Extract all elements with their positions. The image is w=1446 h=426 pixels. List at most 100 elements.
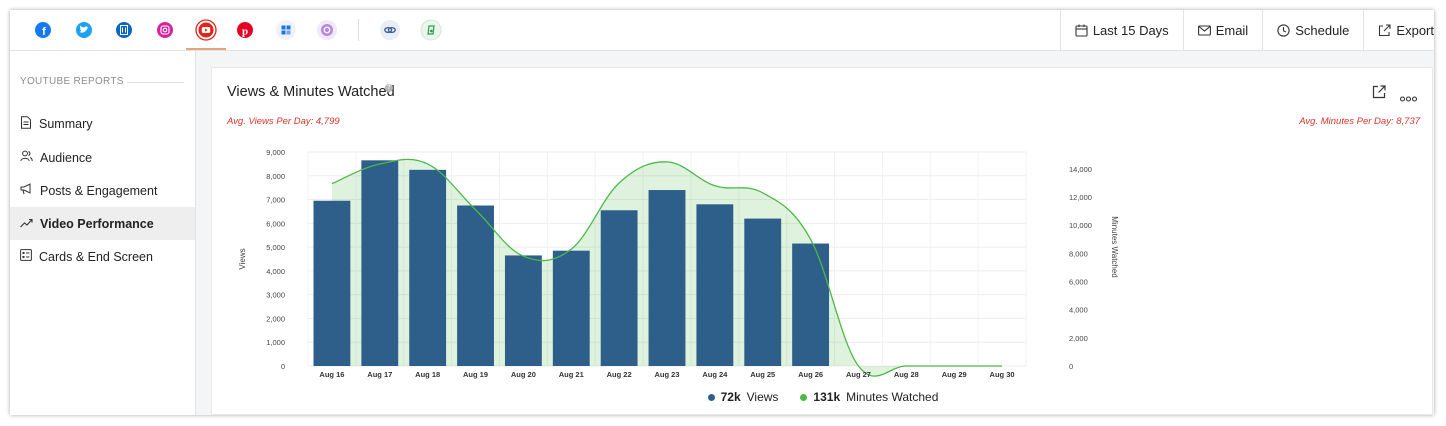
y-right-tick-label: 14,000 (1069, 165, 1092, 174)
svg-text:p: p (242, 26, 248, 38)
pinterest-icon[interactable]: p (234, 19, 256, 41)
x-tick-label: Aug 23 (654, 370, 679, 379)
open-external-icon[interactable] (1372, 85, 1386, 104)
sidebar-item-label: Summary (39, 116, 93, 131)
y-tick-label: 0 (281, 362, 285, 371)
cards-icon (20, 249, 32, 264)
schedule-button[interactable]: Schedule (1262, 10, 1363, 50)
y-right-tick-label: 8,000 (1069, 249, 1088, 258)
chart-legend: 72k Views 131k Minutes Watched (212, 390, 1434, 404)
y-tick-label: 9,000 (266, 148, 285, 157)
y-right-axis-title: Minutes Watched (1110, 216, 1119, 278)
selected-network-indicator (186, 48, 226, 50)
sidebar-item-video-performance[interactable]: Video Performance (10, 207, 195, 240)
views-minutes-card: Views & Minutes Watched ? Avg. Views Per… (211, 67, 1433, 415)
views-minutes-chart: 0 1,000 2,000 3,000 4,000 5,000 6,000 7,000 8,00… (238, 148, 1119, 379)
views-bar (313, 200, 351, 366)
views-bar (792, 243, 830, 366)
x-tick-label: Aug 16 (319, 370, 344, 379)
threads-icon[interactable] (316, 19, 338, 41)
minutes-legend-label: Minutes Watched (846, 390, 939, 404)
y-tick-label: 8,000 (266, 172, 285, 181)
link-icon[interactable] (379, 19, 401, 41)
top-bar: f p Last 15 Days Email Schedule (10, 10, 1434, 51)
x-tick-label: Aug 28 (894, 370, 919, 379)
minutes-total: 131k (813, 390, 841, 404)
youtube-icon[interactable] (195, 19, 217, 41)
app-window: f p Last 15 Days Email Schedule (10, 10, 1434, 415)
sidebar-item-summary[interactable]: Summary (10, 107, 195, 140)
x-tick-label: Aug 25 (750, 370, 775, 379)
y-tick-label: 2,000 (266, 314, 285, 323)
x-tick-label: Aug 17 (367, 370, 392, 379)
views-bar (409, 169, 447, 366)
sidebar-header-divider (127, 82, 184, 83)
email-label: Email (1215, 22, 1249, 38)
y-tick-label: 4,000 (266, 267, 285, 276)
google-business-icon[interactable] (275, 19, 297, 41)
linkedin-page-icon[interactable] (113, 19, 135, 41)
views-bar (600, 210, 638, 366)
help-icon[interactable]: ? (385, 84, 393, 92)
x-tick-label: Aug 27 (846, 370, 871, 379)
minutes-legend-dot (800, 393, 808, 401)
minutes-watched-line (331, 158, 1003, 377)
y-tick-label: 6,000 (266, 219, 285, 228)
email-button[interactable]: Email (1182, 10, 1263, 50)
sidebar-item-posts-engagement[interactable]: Posts & Engagement (10, 174, 195, 207)
instagram-icon[interactable] (154, 19, 176, 41)
x-tick-label: Aug 18 (415, 370, 440, 379)
schedule-label: Schedule (1295, 22, 1350, 38)
avg-minutes-annotation: Avg. Minutes Per Day: 8,737 (1299, 116, 1420, 127)
views-bar (361, 160, 399, 366)
facebook-icon[interactable]: f (32, 19, 54, 41)
views-bar (504, 255, 542, 366)
x-tick-label: Aug 29 (942, 370, 967, 379)
y-right-tick-label: 2,000 (1069, 334, 1088, 343)
views-bar (552, 250, 590, 366)
sidebar: YOUTUBE REPORTS Summary Audience Posts &… (10, 51, 196, 415)
date-range-button[interactable]: Last 15 Days (1059, 10, 1183, 50)
x-tick-label: Aug 20 (511, 370, 536, 379)
y-tick-label: 3,000 (266, 291, 285, 300)
sidebar-item-label: Cards & End Screen (39, 249, 153, 264)
envelope-icon (1197, 24, 1211, 36)
card-title: Views & Minutes Watched (227, 84, 395, 100)
legend-item-minutes[interactable]: 131k Minutes Watched (800, 390, 938, 404)
x-tick-label: Aug 24 (702, 370, 728, 379)
twitter-icon[interactable] (73, 19, 95, 41)
x-tick-label: Aug 26 (798, 370, 823, 379)
export-icon (1378, 23, 1391, 37)
x-tick-label: Aug 30 (990, 370, 1015, 379)
calendar-icon (1075, 24, 1088, 37)
views-legend-label: Views (746, 390, 779, 404)
sidebar-item-cards-end-screen[interactable]: Cards & End Screen (10, 240, 195, 273)
y-right-tick-label: 10,000 (1069, 221, 1092, 230)
sidebar-item-label: Posts & Engagement (40, 183, 158, 198)
x-tick-label: Aug 21 (559, 370, 584, 379)
y-axis-title: Views (238, 248, 247, 269)
booking-icon[interactable] (420, 19, 442, 41)
people-icon (20, 150, 33, 165)
clock-icon (1277, 23, 1290, 37)
legend-item-views[interactable]: 72k Views (707, 390, 779, 404)
export-label: Export (1396, 22, 1434, 38)
y-right-tick-label: 4,000 (1069, 306, 1088, 315)
network-divider (358, 19, 359, 41)
sidebar-header: YOUTUBE REPORTS (20, 76, 124, 87)
y-tick-label: 7,000 (266, 196, 285, 205)
more-options-icon[interactable] (1399, 89, 1418, 107)
export-button[interactable]: Export (1363, 10, 1434, 50)
document-icon (20, 115, 32, 132)
views-bar (457, 205, 494, 366)
sidebar-item-label: Video Performance (40, 216, 154, 231)
megaphone-icon (20, 183, 33, 198)
svg-text:f: f (42, 26, 46, 38)
x-tick-label: Aug 19 (463, 370, 488, 379)
y-tick-label: 1,000 (266, 338, 285, 347)
avg-views-annotation: Avg. Views Per Day: 4,799 (227, 116, 340, 127)
views-total: 72k (720, 390, 741, 404)
sidebar-item-audience[interactable]: Audience (10, 141, 195, 174)
date-range-label: Last 15 Days (1092, 22, 1169, 38)
x-tick-label: Aug 22 (607, 370, 632, 379)
